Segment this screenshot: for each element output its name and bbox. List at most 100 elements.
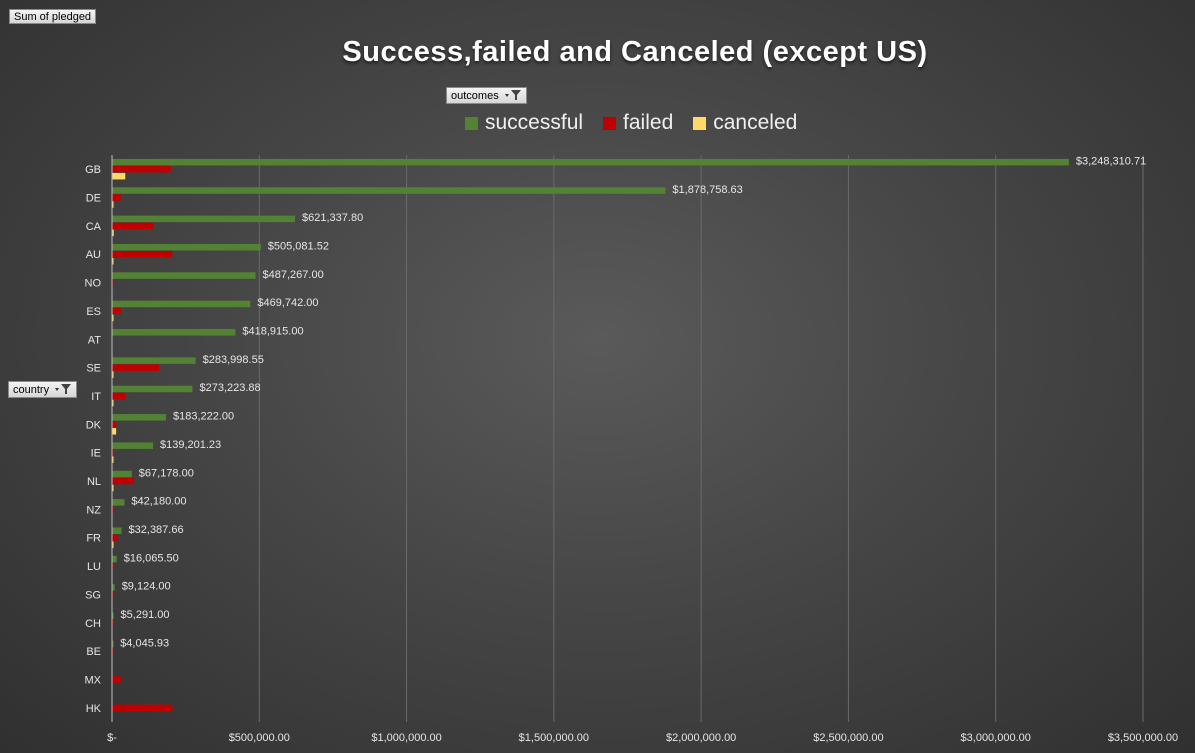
legend-swatch-canceled — [693, 116, 707, 130]
bar-failed[interactable] — [112, 165, 171, 173]
y-tick-label: IE — [91, 448, 101, 460]
y-tick-label: DE — [86, 193, 101, 205]
bar-failed[interactable] — [112, 307, 121, 315]
bar-failed[interactable] — [112, 647, 114, 655]
bar-failed[interactable] — [112, 704, 173, 712]
legend-item-failed[interactable]: failed — [603, 111, 673, 135]
y-tick-label: CH — [85, 618, 101, 630]
chart-title: Success,failed and Canceled (except US) — [342, 36, 928, 68]
filter-dropdown-icon — [504, 88, 522, 101]
data-label: $67,178.00 — [139, 467, 194, 479]
bar-failed[interactable] — [112, 477, 135, 485]
bar-failed[interactable] — [112, 364, 160, 371]
outcomes-filter-label: outcomes — [451, 90, 499, 102]
y-tick-label: DK — [86, 419, 102, 431]
sum-of-pledged-field-button[interactable]: Sum of pledged — [9, 9, 97, 24]
legend-label-failed: failed — [623, 111, 674, 134]
data-label: $273,223.88 — [199, 382, 260, 394]
country-filter-label: country — [13, 384, 50, 396]
bar-canceled[interactable] — [112, 229, 114, 237]
y-tick-label: GB — [85, 164, 101, 176]
bar-successful[interactable] — [112, 357, 196, 364]
legend-swatch-failed — [603, 116, 617, 130]
y-tick-label: BE — [86, 646, 101, 658]
data-label: $487,267.00 — [263, 269, 324, 281]
bar-successful[interactable] — [112, 187, 666, 194]
bar-successful[interactable] — [112, 584, 115, 591]
bar-canceled[interactable] — [112, 257, 114, 265]
bar-canceled[interactable] — [112, 201, 114, 208]
y-tick-label: MX — [85, 674, 102, 686]
bar-failed[interactable] — [112, 676, 121, 683]
bar-failed[interactable] — [112, 619, 114, 627]
legend-item-successful[interactable]: successful — [465, 111, 583, 135]
bar-successful[interactable] — [112, 329, 236, 336]
bar-failed[interactable] — [112, 279, 114, 286]
data-label: $4,045.93 — [120, 637, 169, 649]
bar-successful[interactable] — [112, 612, 114, 620]
bar-failed[interactable] — [112, 449, 114, 456]
bar-failed[interactable] — [112, 534, 118, 541]
y-tick-label: AU — [86, 249, 101, 261]
data-label: $16,065.50 — [124, 552, 179, 564]
y-tick-label: NO — [85, 278, 102, 290]
bar-canceled[interactable] — [112, 541, 114, 548]
legend-label-successful: successful — [485, 111, 584, 134]
x-tick-label: $2,000,000.00 — [666, 732, 736, 744]
bar-failed[interactable] — [112, 392, 126, 400]
data-label: $3,248,310.71 — [1076, 155, 1146, 167]
y-tick-label: SE — [86, 363, 101, 375]
legend-swatch-successful — [465, 116, 478, 130]
bar-successful[interactable] — [112, 414, 166, 421]
bar-failed[interactable] — [112, 506, 114, 513]
y-tick-label: NZ — [86, 504, 101, 516]
y-tick-label: FR — [86, 533, 101, 545]
outcomes-filter-button[interactable]: outcomes — [446, 87, 527, 104]
legend-item-canceled[interactable]: canceled — [693, 111, 797, 135]
bar-canceled[interactable] — [112, 428, 117, 435]
x-tick-label: $500,000.00 — [229, 732, 290, 744]
bar-failed[interactable] — [112, 250, 173, 258]
bar-failed[interactable] — [112, 591, 114, 598]
bar-failed[interactable] — [112, 194, 121, 201]
bar-successful[interactable] — [112, 555, 117, 563]
y-tick-label: NL — [87, 476, 101, 488]
data-label: $183,222.00 — [173, 411, 234, 423]
bar-successful[interactable] — [112, 300, 251, 308]
data-label: $5,291.00 — [121, 609, 170, 621]
data-label: $621,337.80 — [302, 212, 363, 224]
x-tick-label: $- — [107, 732, 117, 744]
data-label: $1,878,758.63 — [672, 184, 742, 196]
bar-successful[interactable] — [112, 272, 256, 279]
data-label: $139,201.23 — [160, 439, 221, 451]
y-tick-label: ES — [86, 306, 101, 318]
bar-successful[interactable] — [112, 442, 154, 449]
y-tick-label: SG — [85, 589, 101, 601]
country-filter-button[interactable]: country — [8, 381, 78, 398]
bar-canceled[interactable] — [112, 484, 114, 492]
data-label: $9,124.00 — [122, 581, 171, 593]
bar-failed[interactable] — [112, 562, 114, 570]
data-label: $32,387.66 — [129, 524, 184, 536]
bar-failed[interactable] — [112, 421, 117, 428]
bar-successful[interactable] — [112, 385, 193, 393]
bar-successful[interactable] — [112, 527, 122, 534]
bar-successful[interactable] — [112, 499, 125, 506]
bar-canceled[interactable] — [112, 314, 114, 322]
bar-successful[interactable] — [112, 243, 261, 251]
y-tick-label: IT — [91, 391, 101, 403]
bar-canceled[interactable] — [112, 456, 114, 463]
data-label: $469,742.00 — [257, 297, 318, 309]
bar-failed[interactable] — [112, 222, 154, 230]
y-tick-label: AT — [88, 334, 102, 346]
x-tick-label: $3,000,000.00 — [961, 732, 1031, 744]
bar-successful[interactable] — [112, 470, 132, 478]
bar-canceled[interactable] — [112, 371, 114, 378]
bar-successful[interactable] — [112, 640, 114, 648]
bar-successful[interactable] — [112, 215, 296, 223]
bar-canceled[interactable] — [112, 172, 126, 180]
bar-successful[interactable] — [112, 158, 1069, 166]
bar-canceled[interactable] — [112, 399, 114, 407]
data-label: $505,081.52 — [268, 240, 329, 252]
